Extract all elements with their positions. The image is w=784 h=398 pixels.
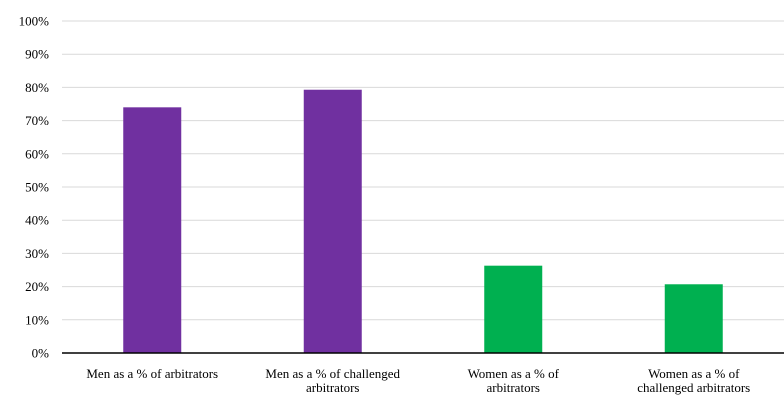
x-axis-labels: Men as a % of arbitrators Men as a % of c… <box>86 366 750 395</box>
x-category-label: Women as a % of <box>648 366 740 381</box>
y-tick-label: 20% <box>25 279 49 294</box>
x-category-label: challenged arbitrators <box>637 380 750 395</box>
bars <box>123 89 723 353</box>
bar <box>664 284 723 353</box>
bar <box>123 107 182 353</box>
x-category-label: Women as a % of <box>468 366 560 381</box>
y-tick-label: 40% <box>25 213 49 228</box>
bar <box>484 265 543 353</box>
y-tick-label: 50% <box>25 180 49 195</box>
gridlines <box>62 20 784 321</box>
x-category-label: arbitrators <box>487 380 540 395</box>
x-category-label: Men as a % of arbitrators <box>86 366 218 381</box>
x-category-label: Men as a % of challenged <box>265 366 400 381</box>
x-category-label: arbitrators <box>306 380 359 395</box>
y-tick-label: 80% <box>25 80 49 95</box>
y-axis-ticks: 0% 10% 20% 30% 40% 50% 60% 70% 80% 90% 100% <box>19 14 50 361</box>
y-tick-label: 60% <box>25 146 49 161</box>
y-tick-label: 70% <box>25 113 49 128</box>
y-tick-label: 10% <box>25 312 49 327</box>
y-tick-label: 100% <box>19 14 50 29</box>
y-tick-label: 0% <box>32 346 50 361</box>
y-tick-label: 30% <box>25 246 49 261</box>
bar <box>303 89 362 353</box>
y-tick-label: 90% <box>25 47 49 62</box>
